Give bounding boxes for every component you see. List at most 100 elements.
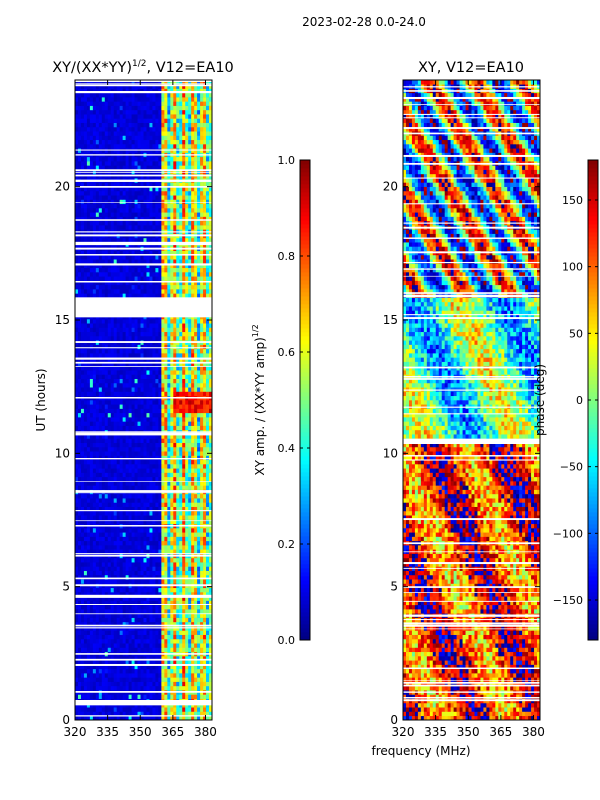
left-heatmap-cell — [206, 549, 210, 554]
left-heatmap-cell — [200, 459, 204, 465]
left-heatmap-cell — [137, 604, 141, 610]
left-heatmap-cell — [122, 365, 126, 371]
left-heatmap-cell — [80, 621, 85, 627]
left-heatmap-cell — [131, 353, 135, 358]
left-heatmap-cell — [164, 446, 168, 452]
left-heatmap-cell — [149, 336, 153, 341]
left-heatmap-cell — [128, 549, 132, 554]
left-heatmap-cell — [164, 400, 168, 405]
left-heatmap-cell — [149, 323, 153, 328]
left-heatmap-cell — [203, 493, 207, 499]
left-heatmap-cell — [164, 660, 168, 665]
left-heatmap-cell — [170, 408, 174, 414]
left-heatmap-cell — [206, 370, 210, 375]
left-heatmap-cell — [200, 417, 204, 422]
left-heatmap-cell — [182, 361, 186, 367]
left-heatmap-cell — [128, 408, 132, 414]
left-heatmap-cell — [75, 660, 79, 665]
left-heatmap-cell — [122, 613, 126, 618]
left-heatmap-cell — [146, 267, 150, 273]
left-heatmap-cell — [149, 587, 153, 593]
left-heatmap-cell — [188, 656, 192, 661]
left-heatmap-cell — [191, 694, 195, 699]
left-heatmap-cell — [77, 472, 82, 478]
left-heatmap-cell — [101, 280, 106, 286]
left-heatmap-cell — [152, 459, 156, 465]
left-heatmap-cell — [173, 557, 177, 563]
left-heatmap-cell — [80, 600, 85, 606]
left-heatmap-cell — [188, 609, 192, 614]
left-heatmap-cell — [128, 425, 132, 431]
left-heatmap-cell — [191, 408, 195, 414]
left-heatmap-cell — [203, 293, 207, 298]
left-heatmap-cell — [149, 442, 153, 448]
left-heatmap-cell — [98, 336, 103, 341]
left-heatmap-cell — [83, 647, 88, 653]
left-heatmap-cell — [197, 660, 201, 665]
left-heatmap-cell — [188, 353, 192, 358]
left-heatmap-cell — [182, 276, 186, 281]
left-heatmap-cell — [113, 493, 117, 499]
left-heatmap-cell — [176, 621, 180, 627]
left-heatmap-cell — [122, 374, 126, 379]
left-heatmap-cell — [92, 579, 97, 584]
left-heatmap-cell — [167, 323, 171, 328]
left-heatmap-cell — [107, 715, 112, 721]
left-heatmap-cell — [155, 600, 159, 606]
left-heatmap-cell — [170, 647, 174, 653]
left-heatmap-cell — [122, 643, 126, 648]
left-heatmap-cell — [98, 647, 103, 653]
left-heatmap-cell — [113, 660, 117, 665]
left-heatmap-cell — [77, 681, 82, 687]
left-heatmap-cell — [167, 425, 171, 431]
left-heatmap-cell — [122, 711, 126, 717]
left-heatmap-cell — [119, 643, 123, 648]
left-heatmap-cell — [86, 318, 91, 324]
left-heatmap-cell — [113, 557, 117, 563]
left-heatmap-cell — [98, 694, 103, 699]
left-heatmap-cell — [206, 510, 210, 516]
left-heatmap-cell — [80, 502, 85, 507]
left-heatmap-cell — [149, 276, 153, 281]
left-heatmap-cell — [98, 434, 103, 439]
left-heatmap-cell — [128, 566, 132, 571]
left-heatmap-cell — [131, 348, 135, 354]
left-heatmap-cell — [167, 540, 171, 546]
left-heatmap-cell — [146, 472, 150, 478]
left-heatmap-cell — [101, 557, 106, 563]
left-heatmap-cell — [92, 502, 97, 507]
left-heatmap-cell — [77, 638, 82, 644]
left-heatmap-cell — [104, 267, 109, 273]
left-heatmap-cell — [170, 280, 174, 286]
left-heatmap-cell — [200, 455, 204, 461]
left-heatmap-cell — [104, 391, 109, 397]
left-heatmap-cell — [206, 715, 210, 721]
left-heatmap-cell — [206, 412, 210, 418]
left-heatmap-cell — [158, 327, 162, 333]
left-heatmap-cell — [77, 370, 82, 375]
left-heatmap-cell — [143, 536, 147, 542]
left-heatmap-cell — [131, 566, 135, 571]
left-heatmap-cell — [185, 259, 189, 264]
left-heatmap-cell — [77, 336, 82, 341]
left-heatmap-cell — [173, 621, 177, 627]
left-heatmap-cell — [77, 382, 82, 388]
left-heatmap-cell — [185, 434, 189, 439]
left-heatmap-cell — [149, 468, 153, 473]
left-heatmap-cell — [107, 540, 112, 546]
left-heatmap-cell — [188, 404, 192, 409]
left-heatmap-cell — [167, 438, 171, 443]
left-heatmap-cell — [107, 600, 112, 606]
left-heatmap-cell — [77, 634, 82, 640]
left-heatmap-cell — [101, 344, 106, 350]
left-heatmap-cell — [158, 476, 162, 482]
left-heatmap-cell — [176, 421, 180, 426]
left-heatmap-cell — [80, 660, 85, 665]
left-heatmap-cell — [173, 425, 177, 431]
left-heatmap-cell — [200, 408, 204, 414]
left-heatmap-cell — [95, 459, 100, 465]
left-heatmap-cell — [191, 464, 195, 469]
left-heatmap-cell — [125, 267, 129, 273]
left-heatmap-cell — [194, 664, 198, 670]
left-heatmap-cell — [83, 468, 88, 473]
